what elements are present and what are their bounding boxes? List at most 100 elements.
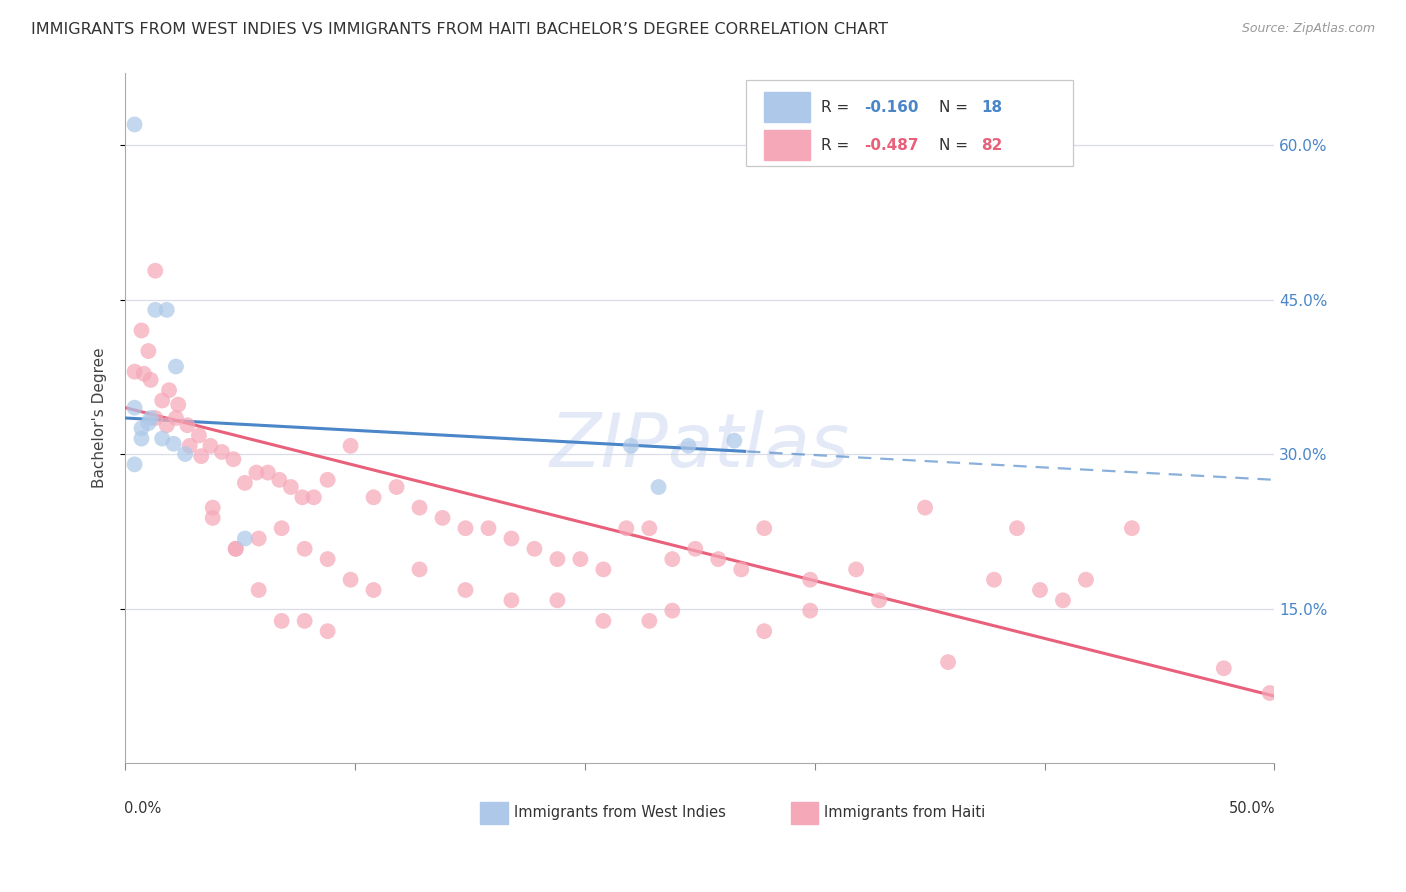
Text: ZIPatlas: ZIPatlas <box>550 409 851 482</box>
Point <box>592 614 614 628</box>
Point <box>638 521 661 535</box>
Point <box>124 401 146 415</box>
Point <box>316 473 339 487</box>
Point <box>131 323 153 337</box>
Point <box>302 491 325 505</box>
Text: Source: ZipAtlas.com: Source: ZipAtlas.com <box>1241 22 1375 36</box>
Point <box>477 521 499 535</box>
Point <box>754 521 776 535</box>
Point <box>661 604 683 618</box>
Point <box>225 541 247 556</box>
Point <box>454 582 477 597</box>
Point <box>546 552 568 566</box>
Point <box>638 614 661 628</box>
Point <box>124 118 146 132</box>
Point <box>408 562 430 576</box>
Point <box>868 593 890 607</box>
Point <box>157 383 180 397</box>
Point <box>1074 573 1097 587</box>
Point <box>432 511 454 525</box>
Point <box>176 418 198 433</box>
Text: N =: N = <box>939 137 973 153</box>
Point <box>408 500 430 515</box>
Point <box>546 593 568 607</box>
Point <box>291 491 314 505</box>
Point <box>225 541 247 556</box>
Point <box>1121 521 1143 535</box>
Point <box>620 439 643 453</box>
Point <box>723 434 745 448</box>
Point <box>165 359 187 374</box>
Point <box>190 449 212 463</box>
Point <box>150 393 173 408</box>
Point <box>143 302 166 317</box>
Point <box>569 552 592 566</box>
Text: 50.0%: 50.0% <box>1229 801 1275 816</box>
Point <box>1005 521 1028 535</box>
Text: -0.160: -0.160 <box>865 100 918 115</box>
Point <box>143 411 166 425</box>
Text: -0.487: -0.487 <box>865 137 918 153</box>
Point <box>647 480 669 494</box>
Point <box>138 416 160 430</box>
Point <box>174 447 197 461</box>
Point <box>247 582 270 597</box>
Point <box>363 491 385 505</box>
Point <box>179 439 201 453</box>
Point <box>707 552 730 566</box>
Text: R =: R = <box>821 100 853 115</box>
Point <box>156 302 179 317</box>
Point <box>187 428 209 442</box>
Point <box>167 398 190 412</box>
Point <box>1212 661 1234 675</box>
Point <box>914 500 936 515</box>
Point <box>200 439 222 453</box>
Point <box>139 373 162 387</box>
Point <box>363 582 385 597</box>
Point <box>661 552 683 566</box>
Text: Immigrants from Haiti: Immigrants from Haiti <box>824 805 986 821</box>
Point <box>247 532 270 546</box>
Point <box>592 562 614 576</box>
FancyBboxPatch shape <box>481 802 508 824</box>
Point <box>124 365 146 379</box>
Point <box>211 445 233 459</box>
Point <box>245 466 267 480</box>
FancyBboxPatch shape <box>765 130 810 161</box>
Text: R =: R = <box>821 137 853 153</box>
Point <box>754 624 776 639</box>
Point <box>131 421 153 435</box>
Point <box>454 521 477 535</box>
Text: N =: N = <box>939 100 973 115</box>
Point <box>269 473 291 487</box>
Point <box>257 466 280 480</box>
Point <box>280 480 302 494</box>
Point <box>233 475 256 490</box>
Point <box>222 452 245 467</box>
Point <box>316 552 339 566</box>
Point <box>138 344 160 359</box>
Point <box>294 614 316 628</box>
FancyBboxPatch shape <box>745 80 1073 166</box>
Point <box>124 458 146 472</box>
Text: Immigrants from West Indies: Immigrants from West Indies <box>513 805 725 821</box>
Point <box>316 624 339 639</box>
Point <box>270 614 292 628</box>
Point <box>201 500 224 515</box>
Point <box>131 432 153 446</box>
Point <box>165 411 187 425</box>
Text: IMMIGRANTS FROM WEST INDIES VS IMMIGRANTS FROM HAITI BACHELOR’S DEGREE CORRELATI: IMMIGRANTS FROM WEST INDIES VS IMMIGRANT… <box>31 22 889 37</box>
Point <box>501 532 523 546</box>
Point <box>501 593 523 607</box>
Point <box>523 541 546 556</box>
Point <box>163 436 186 450</box>
Point <box>385 480 408 494</box>
Point <box>156 418 179 433</box>
Point <box>139 411 162 425</box>
Point <box>143 264 166 278</box>
Point <box>983 573 1005 587</box>
Point <box>845 562 868 576</box>
Point <box>270 521 292 535</box>
Point <box>132 367 155 381</box>
Text: 0.0%: 0.0% <box>124 801 162 816</box>
